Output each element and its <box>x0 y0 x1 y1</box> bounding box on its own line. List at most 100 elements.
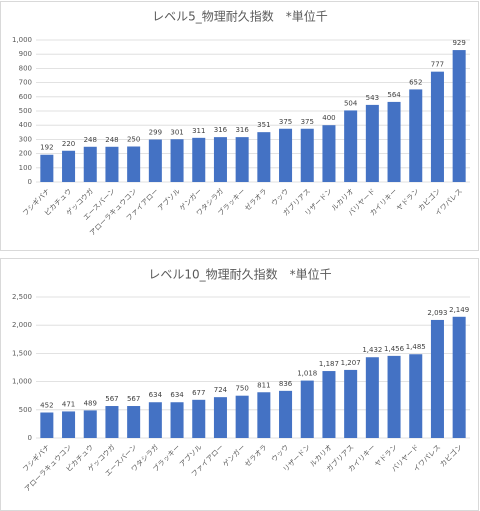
bar <box>322 371 336 438</box>
value-label: 250 <box>127 136 140 144</box>
y-tick-label: 200 <box>19 150 32 158</box>
y-tick-label: 1,500 <box>12 349 32 357</box>
bar <box>148 402 162 438</box>
bar <box>40 412 54 438</box>
value-label: 220 <box>62 140 75 148</box>
value-label: 811 <box>257 381 270 389</box>
value-label: 1,432 <box>362 346 382 354</box>
value-label: 400 <box>322 114 335 122</box>
value-label: 375 <box>301 118 314 126</box>
bar <box>170 402 184 438</box>
y-tick-label: 400 <box>19 121 32 129</box>
value-label: 192 <box>40 144 53 152</box>
value-label: 316 <box>235 126 249 134</box>
bar <box>430 319 444 438</box>
value-label: 1,456 <box>384 345 405 353</box>
bar <box>279 128 293 182</box>
y-tick-label: 100 <box>19 164 32 172</box>
bar <box>105 406 119 438</box>
bar <box>387 101 401 182</box>
value-label: 777 <box>431 61 444 69</box>
bar <box>40 154 54 182</box>
bar <box>213 397 227 438</box>
bar <box>344 369 358 438</box>
y-tick-label: 2,000 <box>12 321 32 329</box>
bar <box>365 357 379 438</box>
value-label: 564 <box>387 91 401 99</box>
bar <box>235 137 249 182</box>
value-label: 248 <box>84 136 97 144</box>
bar <box>322 125 336 182</box>
value-label: 1,485 <box>406 343 426 351</box>
value-label: 567 <box>105 395 118 403</box>
bar <box>300 380 314 438</box>
value-label: 311 <box>192 127 205 135</box>
value-label: 375 <box>279 118 292 126</box>
y-tick-label: 600 <box>19 93 32 101</box>
y-tick-label: 900 <box>19 50 32 58</box>
bar <box>62 411 76 438</box>
value-label: 634 <box>149 391 163 399</box>
bar <box>62 150 76 182</box>
bar <box>148 139 162 182</box>
y-tick-label: 1,000 <box>12 378 32 386</box>
y-tick-label: 500 <box>19 107 32 115</box>
bar <box>192 399 206 438</box>
y-tick-label: 700 <box>19 79 32 87</box>
bar <box>452 50 466 182</box>
bar <box>127 146 141 182</box>
bar <box>83 410 97 438</box>
bar <box>409 89 423 182</box>
value-label: 836 <box>279 380 293 388</box>
bar <box>127 406 141 438</box>
bar <box>430 71 444 182</box>
bar <box>257 392 271 438</box>
value-label: 301 <box>170 128 183 136</box>
y-tick-label: 500 <box>19 406 32 414</box>
value-label: 452 <box>40 402 53 410</box>
bar <box>387 355 401 438</box>
bar <box>105 146 119 182</box>
bar <box>213 137 227 182</box>
value-label: 652 <box>409 78 422 86</box>
bar <box>452 316 466 438</box>
value-label: 504 <box>344 99 358 107</box>
bar <box>235 395 249 438</box>
value-label: 1,187 <box>319 360 339 368</box>
y-tick-label: 0 <box>28 434 32 442</box>
y-tick-label: 0 <box>28 178 32 186</box>
y-tick-label: 800 <box>19 64 32 72</box>
value-label: 567 <box>127 395 140 403</box>
bar <box>365 104 379 182</box>
value-label: 316 <box>214 126 228 134</box>
bar <box>279 390 293 438</box>
bar <box>170 139 184 182</box>
bar <box>409 354 423 438</box>
bar <box>83 146 97 182</box>
value-label: 750 <box>235 385 248 393</box>
value-label: 543 <box>366 94 379 102</box>
chart-title: レベル5_物理耐久指数 *単位千 <box>152 9 328 24</box>
bar <box>257 132 271 182</box>
y-tick-label: 300 <box>19 135 32 143</box>
value-label: 2,093 <box>427 309 447 317</box>
value-label: 634 <box>170 391 184 399</box>
value-label: 1,018 <box>297 370 317 378</box>
y-tick-label: 1,000 <box>12 36 32 44</box>
value-label: 248 <box>105 136 118 144</box>
value-label: 489 <box>84 399 97 407</box>
value-label: 1,207 <box>341 359 361 367</box>
value-label: 677 <box>192 389 205 397</box>
value-label: 299 <box>149 129 162 137</box>
value-label: 724 <box>214 386 228 394</box>
value-label: 351 <box>257 121 270 129</box>
bar <box>192 137 206 182</box>
value-label: 471 <box>62 400 75 408</box>
bar <box>344 110 358 182</box>
bar <box>300 128 314 182</box>
y-tick-label: 2,500 <box>12 293 32 301</box>
value-label: 929 <box>452 39 465 47</box>
chart-title: レベル10_物理耐久指数 *単位千 <box>148 267 331 282</box>
value-label: 2,149 <box>449 306 469 314</box>
